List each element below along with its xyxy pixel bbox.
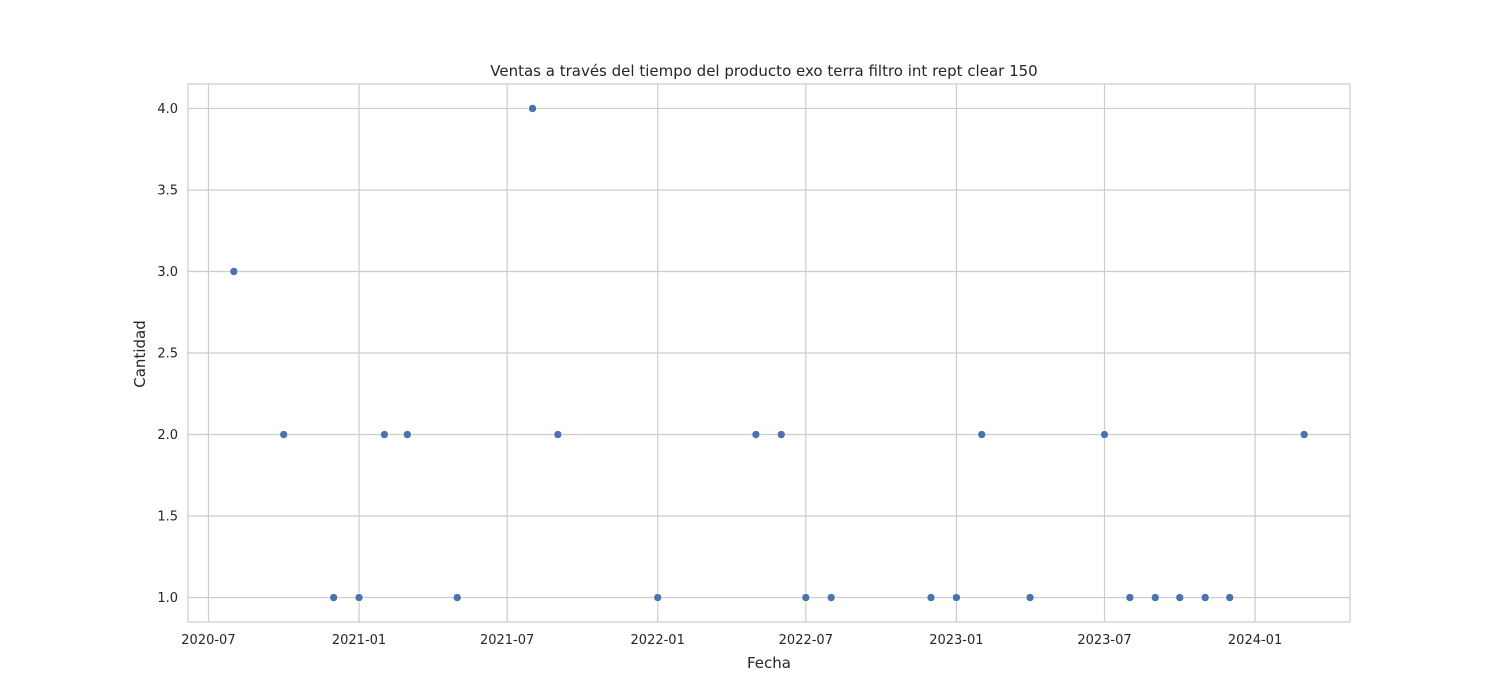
grid — [188, 84, 1350, 622]
y-tick-label: 1.0 — [157, 591, 178, 606]
data-points — [229, 104, 1309, 602]
data-point — [329, 593, 338, 602]
data-point — [1200, 593, 1210, 602]
data-point — [653, 593, 663, 602]
data-point — [1150, 593, 1160, 602]
x-tick-label: 2021-01 — [332, 633, 386, 648]
data-point — [776, 430, 786, 439]
x-tick-label: 2020-07 — [181, 633, 235, 648]
x-tick-label: 2023-01 — [929, 633, 983, 648]
y-tick-label: 2.0 — [157, 428, 178, 443]
y-tick-label: 4.0 — [157, 102, 178, 117]
x-tick-labels: 2020-07 2021-01 2021-07 2022-01 2022-07 2023-… — [181, 633, 1282, 648]
y-tick-label: 2.5 — [157, 347, 178, 362]
data-point — [826, 593, 836, 602]
data-point — [1100, 430, 1109, 439]
x-tick-label: 2021-07 — [480, 633, 534, 648]
x-axis-label: Fecha — [747, 654, 791, 672]
data-point — [380, 430, 389, 439]
data-point — [1299, 430, 1309, 439]
data-point — [977, 430, 987, 439]
data-point — [801, 593, 811, 602]
x-tick-label: 2022-07 — [779, 633, 833, 648]
plot-area-frame — [187, 83, 1351, 623]
y-tick-label: 3.5 — [157, 183, 178, 198]
data-point — [452, 593, 462, 602]
data-point — [1125, 593, 1135, 602]
data-point — [229, 267, 239, 276]
y-tick-label: 1.5 — [157, 510, 178, 525]
y-tick-labels: 1.0 1.5 2.0 2.5 3.0 3.5 4.0 — [157, 102, 178, 606]
data-point — [926, 593, 936, 602]
data-point — [279, 430, 289, 439]
x-tick-label: 2024-01 — [1228, 633, 1282, 648]
data-point — [553, 430, 563, 439]
data-point — [1025, 593, 1035, 602]
chart-title: Ventas a través del tiempo del producto … — [490, 62, 1037, 80]
data-point — [1225, 593, 1235, 602]
data-point — [751, 430, 761, 439]
x-tick-label: 2022-01 — [631, 633, 685, 648]
y-tick-label: 3.0 — [157, 265, 178, 280]
data-point — [354, 593, 364, 602]
data-point — [1175, 593, 1185, 602]
y-axis-label: Cantidad — [131, 320, 149, 387]
data-point — [528, 104, 537, 113]
x-tick-label: 2023-07 — [1077, 633, 1131, 648]
data-point — [403, 430, 412, 439]
data-point — [952, 593, 961, 602]
